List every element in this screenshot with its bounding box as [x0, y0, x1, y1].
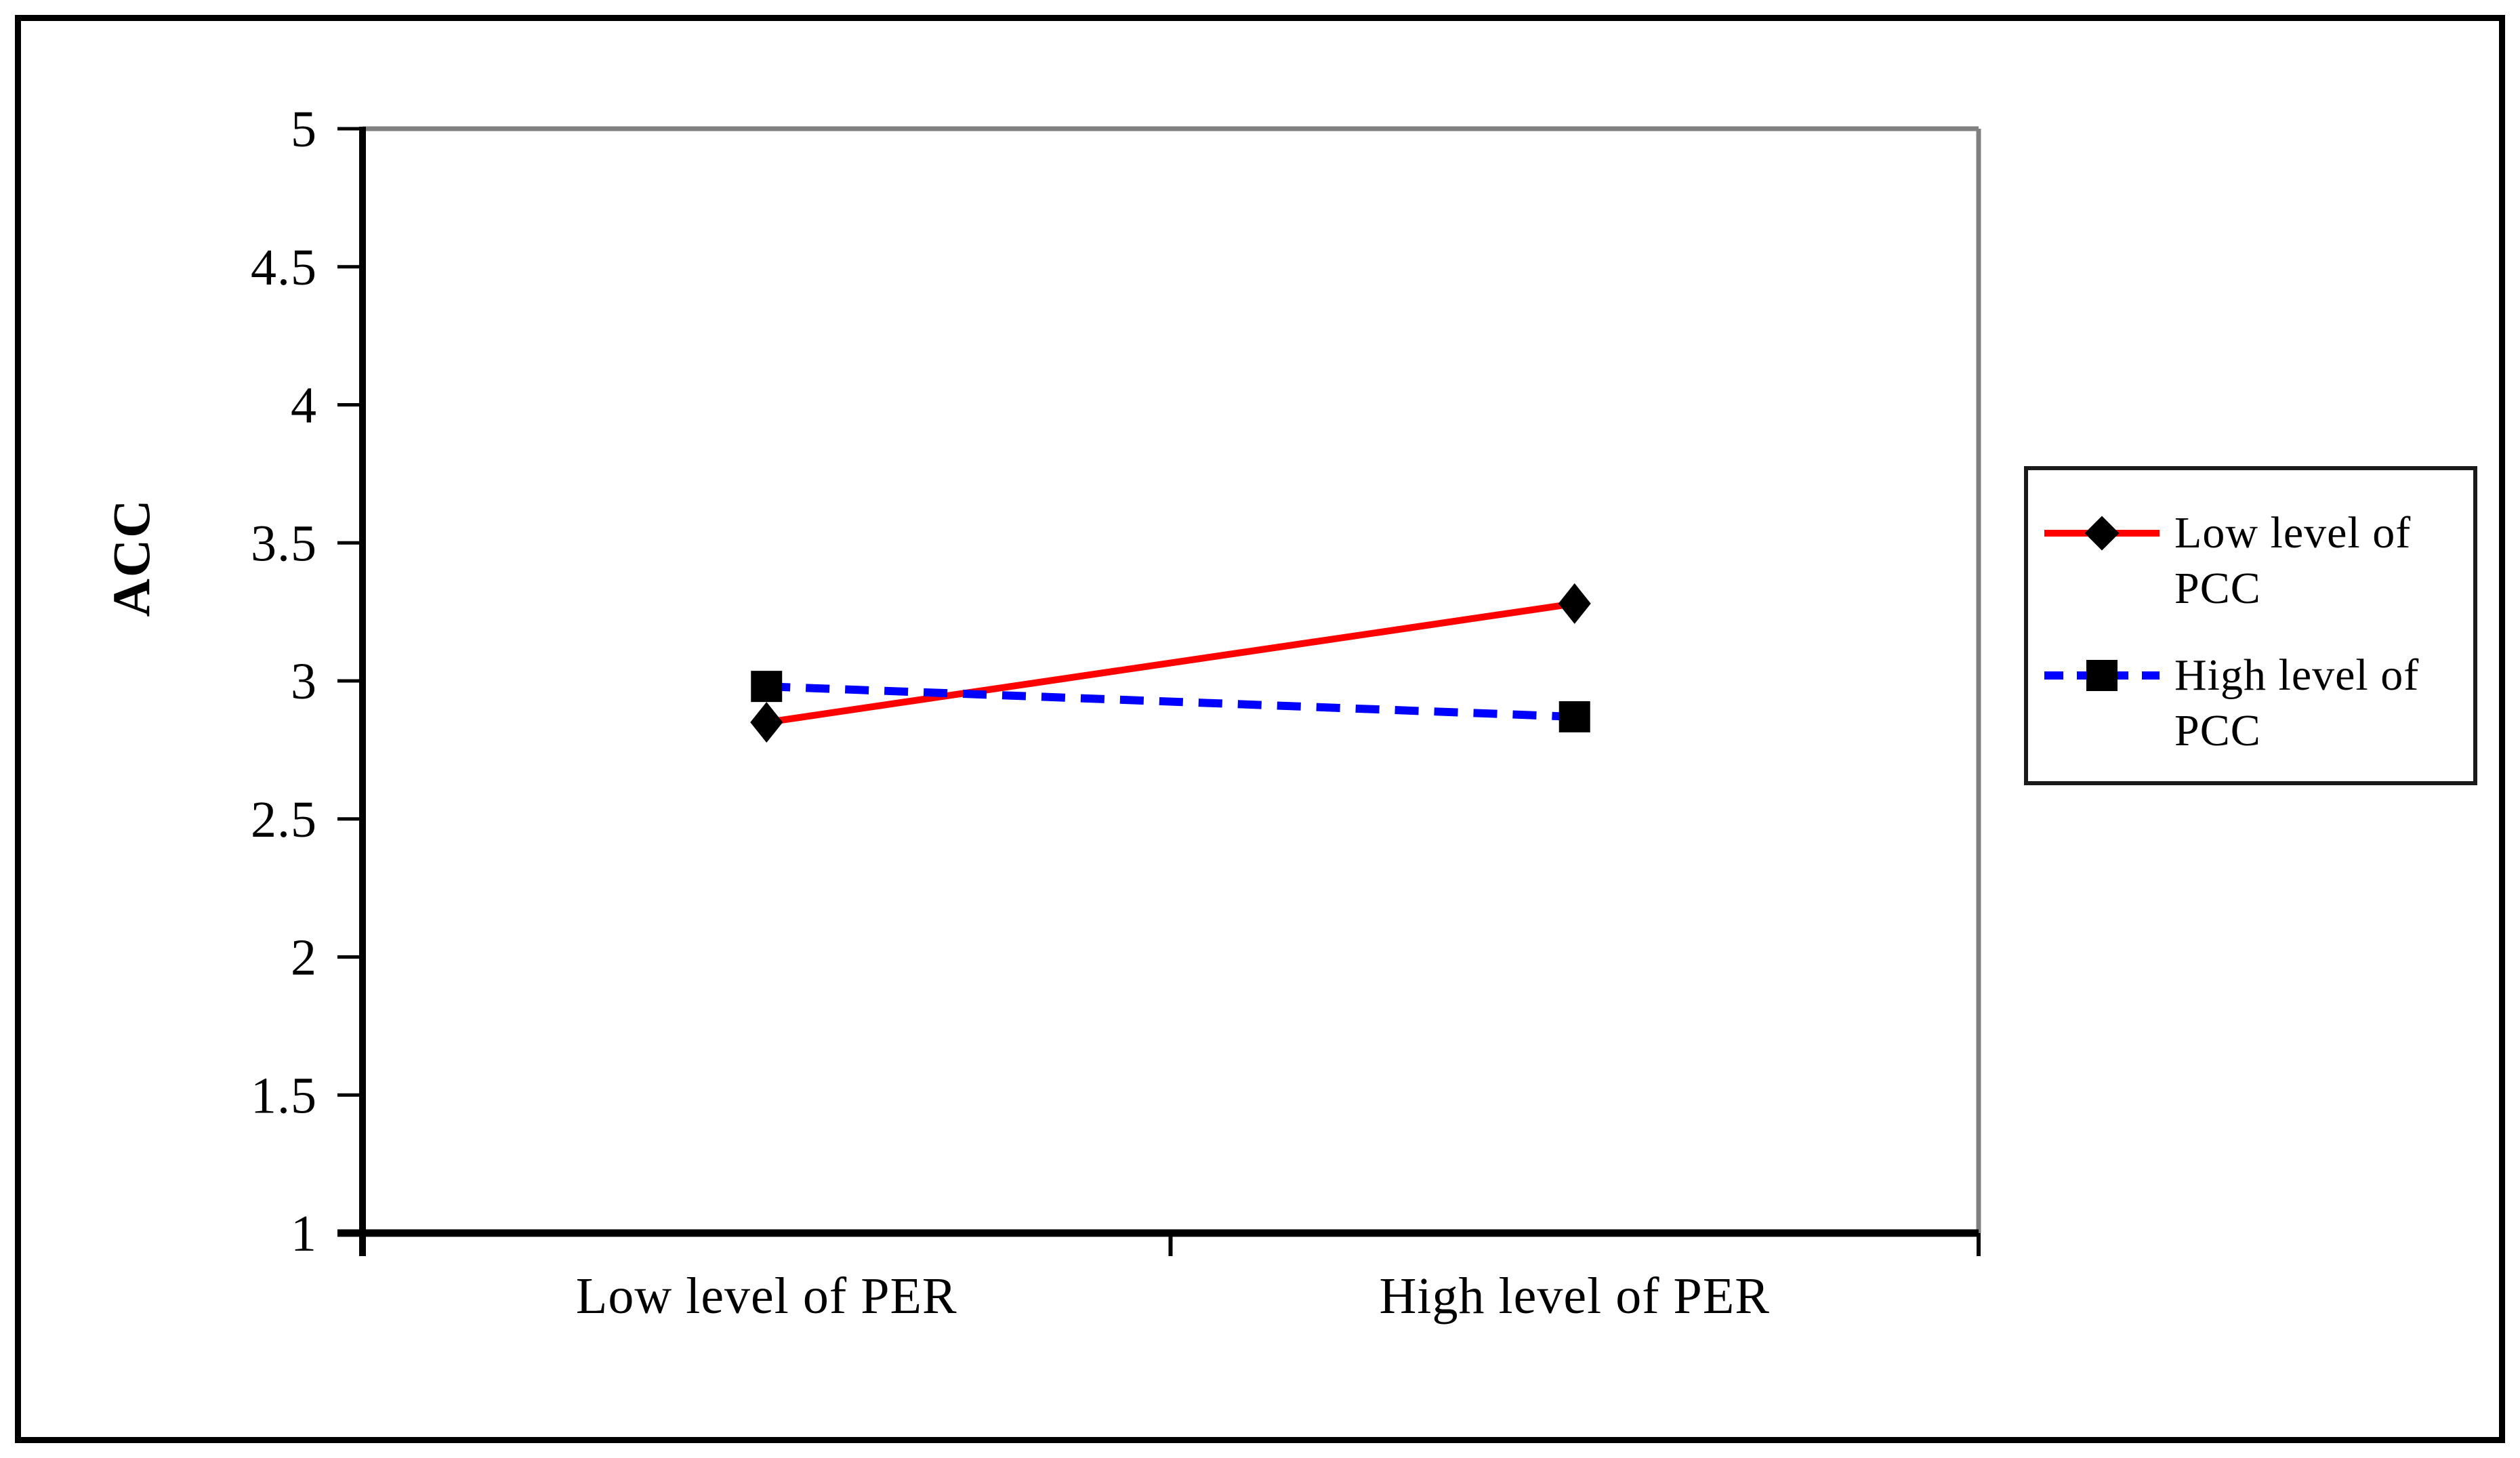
- marker-diamond-s0-c1: [1558, 583, 1591, 624]
- legend-swatch-low-pcc: [2044, 505, 2160, 561]
- y-tick-label: 2: [291, 930, 317, 986]
- marker-square-s1-c1: [1558, 701, 1590, 732]
- x-category-label: High level of PER: [1380, 1268, 1770, 1325]
- legend-label-low-pcc: Low level of PCC: [2174, 508, 2412, 613]
- legend-box: Low level of PCC High level of PCC: [2024, 466, 2477, 785]
- x-category-label: Low level of PER: [576, 1268, 957, 1325]
- y-tick-label: 1: [291, 1205, 317, 1262]
- y-tick-label: 3.5: [251, 515, 317, 572]
- legend-swatch-high-pcc: [2044, 648, 2160, 703]
- marker-square-s1-c0: [751, 671, 783, 703]
- y-tick-label: 2.5: [251, 791, 317, 848]
- y-tick-label: 3: [291, 653, 317, 710]
- series-line-0: [766, 600, 1575, 726]
- y-tick-label: 4.5: [251, 239, 317, 296]
- y-axis-title: ACC: [102, 498, 161, 617]
- y-tick-label: 5: [291, 101, 317, 158]
- legend-label-high-pcc: High level of PCC: [2174, 650, 2420, 755]
- legend-entry-low-pcc: Low level of PCC: [2044, 505, 2466, 617]
- square-marker-icon: [2086, 660, 2118, 691]
- series-line-1: [766, 682, 1575, 721]
- y-tick-label: 4: [291, 377, 317, 434]
- y-tick-label: 1.5: [251, 1067, 317, 1124]
- marker-diamond-s0-c0: [750, 702, 783, 743]
- legend-entry-high-pcc: High level of PCC: [2044, 648, 2466, 759]
- diamond-marker-icon: [2084, 516, 2120, 551]
